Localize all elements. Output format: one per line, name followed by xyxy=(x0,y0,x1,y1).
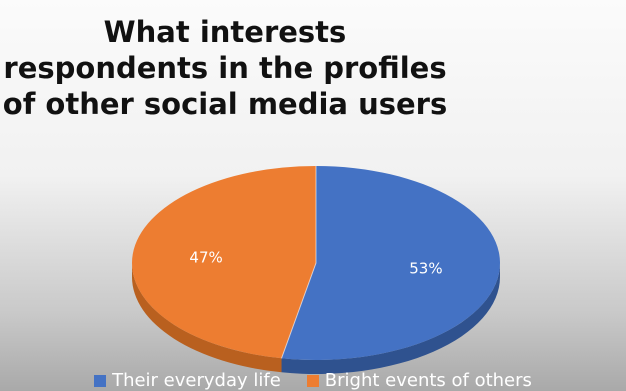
pie-side-bright-events-of-others xyxy=(132,263,282,373)
legend-swatch-everyday-life xyxy=(94,374,107,387)
legend-swatch-bright-events xyxy=(306,374,319,387)
legend-label-everyday-life: Their everyday life xyxy=(112,370,281,391)
pie-slice-bright-events-of-others[interactable] xyxy=(132,166,316,359)
pie-side-their-everyday-life xyxy=(281,263,500,374)
legend: Their everyday life Bright events of oth… xyxy=(0,370,626,391)
legend-label-bright-events: Bright events of others xyxy=(324,370,532,391)
pie-top xyxy=(132,166,501,360)
legend-item-bright-events[interactable]: Bright events of others xyxy=(306,370,532,391)
chart-title: What interests respondents in the profil… xyxy=(2,15,448,121)
pie-depth xyxy=(132,263,500,374)
pie-slice-their-everyday-life[interactable] xyxy=(281,166,501,360)
legend-item-everyday-life[interactable]: Their everyday life xyxy=(94,370,281,391)
pie-labels: 53% 47% xyxy=(189,249,442,278)
data-label-bright-events-of-others: 47% xyxy=(189,249,222,267)
slice-divider xyxy=(281,166,317,359)
data-label-their-everyday-life: 53% xyxy=(409,259,442,277)
